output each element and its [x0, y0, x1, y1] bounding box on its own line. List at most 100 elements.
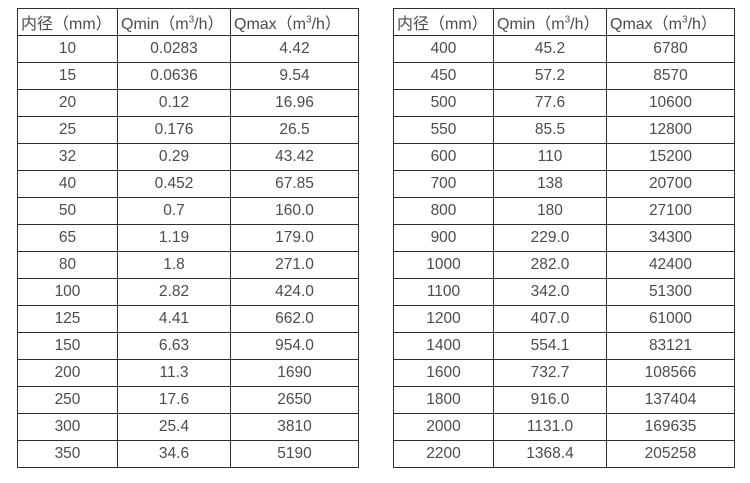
table-cell: 500: [393, 89, 494, 117]
table-cell: 1600: [393, 359, 494, 387]
table-cell: 0.29: [117, 143, 231, 171]
table-cell: 1100: [393, 278, 494, 306]
header-cell: Qmin（m3/h）: [493, 8, 607, 36]
table-cell: 17.6: [117, 386, 231, 414]
table-row: 900 229.0 34300: [393, 224, 735, 252]
table-row: 50 0.7 160.0: [17, 197, 359, 225]
table-row: 125 4.41 662.0: [17, 305, 359, 333]
table-row: 600 110 15200: [393, 143, 735, 171]
table-cell: 51300: [606, 278, 735, 306]
header-cell: Qmax（m3/h）: [230, 8, 359, 36]
table-cell: 916.0: [493, 386, 607, 414]
table-row: 1800 916.0 137404: [393, 386, 735, 414]
table-cell: 25.4: [117, 413, 231, 441]
table-cell: 10: [17, 35, 118, 63]
table-cell: 424.0: [230, 278, 359, 306]
table-cell: 80: [17, 251, 118, 279]
table-row: 350 34.6 5190: [17, 440, 359, 468]
table-cell: 450: [393, 62, 494, 90]
table-row: 2000 1131.0 169635: [393, 413, 735, 441]
table-cell: 0.452: [117, 170, 231, 198]
table-cell: 1400: [393, 332, 494, 360]
table-cell: 1.8: [117, 251, 231, 279]
table-cell: 2650: [230, 386, 359, 414]
table-cell: 169635: [606, 413, 735, 441]
table-row: 32 0.29 43.42: [17, 143, 359, 171]
header-row: 内径（mm） Qmin（m3/h） Qmax（m3/h）: [17, 8, 359, 36]
table-cell: 125: [17, 305, 118, 333]
table-cell: 32: [17, 143, 118, 171]
table-cell: 6.63: [117, 332, 231, 360]
tables-container: 内径（mm） Qmin（m3/h） Qmax（m3/h） 10 0.0283 4.42 15…: [17, 8, 735, 468]
header-cell: Qmin（m3/h）: [117, 8, 231, 36]
table-cell: 25: [17, 116, 118, 144]
table-cell: 15200: [606, 143, 735, 171]
table-cell: 1368.4: [493, 440, 607, 468]
table-cell: 250: [17, 386, 118, 414]
table-row: 300 25.4 3810: [17, 413, 359, 441]
table-row: 25 0.176 26.5: [17, 116, 359, 144]
table-cell: 85.5: [493, 116, 607, 144]
table-cell: 282.0: [493, 251, 607, 279]
table-cell: 43.42: [230, 143, 359, 171]
table-cell: 550: [393, 116, 494, 144]
table-cell: 271.0: [230, 251, 359, 279]
table-row: 65 1.19 179.0: [17, 224, 359, 252]
table-cell: 3810: [230, 413, 359, 441]
table-cell: 4.41: [117, 305, 231, 333]
table-cell: 65: [17, 224, 118, 252]
table-cell: 300: [17, 413, 118, 441]
table-cell: 800: [393, 197, 494, 225]
table-cell: 108566: [606, 359, 735, 387]
table-cell: 1000: [393, 251, 494, 279]
table-cell: 1131.0: [493, 413, 607, 441]
table-row: 1600 732.7 108566: [393, 359, 735, 387]
table-cell: 57.2: [493, 62, 607, 90]
table-cell: 662.0: [230, 305, 359, 333]
table-cell: 600: [393, 143, 494, 171]
table-cell: 5190: [230, 440, 359, 468]
table-row: 1100 342.0 51300: [393, 278, 735, 306]
table-cell: 137404: [606, 386, 735, 414]
table-cell: 16.96: [230, 89, 359, 117]
table-cell: 11.3: [117, 359, 231, 387]
table-cell: 2.82: [117, 278, 231, 306]
table-row: 400 45.2 6780: [393, 35, 735, 63]
table-row: 2200 1368.4 205258: [393, 440, 735, 468]
table-cell: 110: [493, 143, 607, 171]
table-row: 40 0.452 67.85: [17, 170, 359, 198]
table-cell: 67.85: [230, 170, 359, 198]
table-row: 200 11.3 1690: [17, 359, 359, 387]
flow-rate-table-small-diameters: 内径（mm） Qmin（m3/h） Qmax（m3/h） 10 0.0283 4.42 15…: [17, 8, 359, 468]
table-cell: 77.6: [493, 89, 607, 117]
table-cell: 4.42: [230, 35, 359, 63]
table-cell: 160.0: [230, 197, 359, 225]
table-cell: 27100: [606, 197, 735, 225]
table-cell: 350: [17, 440, 118, 468]
table-cell: 42400: [606, 251, 735, 279]
table-cell: 2200: [393, 440, 494, 468]
table-row: 700 138 20700: [393, 170, 735, 198]
table-row: 550 85.5 12800: [393, 116, 735, 144]
table-cell: 45.2: [493, 35, 607, 63]
table-row: 500 77.6 10600: [393, 89, 735, 117]
table-row: 10 0.0283 4.42: [17, 35, 359, 63]
table-cell: 229.0: [493, 224, 607, 252]
table-row: 1000 282.0 42400: [393, 251, 735, 279]
table-row: 1400 554.1 83121: [393, 332, 735, 360]
flow-rate-table-large-diameters: 内径（mm） Qmin（m3/h） Qmax（m3/h） 400 45.2 6780 450…: [393, 8, 735, 468]
table-cell: 138: [493, 170, 607, 198]
table-row: 250 17.6 2650: [17, 386, 359, 414]
table-cell: 12800: [606, 116, 735, 144]
table-cell: 1800: [393, 386, 494, 414]
table-cell: 179.0: [230, 224, 359, 252]
header-row: 内径（mm） Qmin（m3/h） Qmax（m3/h）: [393, 8, 735, 36]
table-cell: 700: [393, 170, 494, 198]
header-cell: 内径（mm）: [393, 8, 494, 36]
table-cell: 50: [17, 197, 118, 225]
table-cell: 150: [17, 332, 118, 360]
table-cell: 0.7: [117, 197, 231, 225]
header-cell: Qmax（m3/h）: [606, 8, 735, 36]
table-cell: 10600: [606, 89, 735, 117]
table-row: 100 2.82 424.0: [17, 278, 359, 306]
